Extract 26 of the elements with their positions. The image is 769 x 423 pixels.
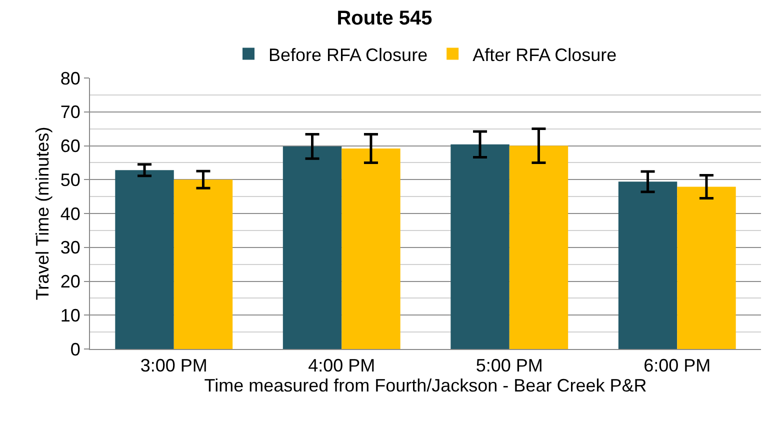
y-tick-label: 30 xyxy=(60,238,80,258)
y-tick-label: 50 xyxy=(60,170,80,190)
bar xyxy=(509,146,568,349)
y-axis-title: Travel Time (minutes) xyxy=(32,126,53,300)
legend-label: After RFA Closure xyxy=(472,44,617,65)
chart-title: Route 545 xyxy=(336,8,432,30)
x-tick-label: 4:00 PM xyxy=(308,356,376,376)
y-tick-label: 60 xyxy=(60,136,80,156)
bar xyxy=(618,182,678,349)
y-tick-label: 40 xyxy=(60,204,80,224)
y-tick-label: 20 xyxy=(60,272,80,292)
bar xyxy=(450,144,510,349)
y-tick-label: 0 xyxy=(70,339,80,360)
y-tick-label: 10 xyxy=(60,305,80,326)
x-axis-title: Time measured from Fourth/Jackson - Bear Creek P&R xyxy=(204,376,647,396)
bar xyxy=(342,148,400,349)
bar xyxy=(282,146,342,349)
x-tick-label: 5:00 PM xyxy=(476,356,543,376)
bar xyxy=(174,180,233,349)
x-tick-label: 6:00 PM xyxy=(644,356,711,376)
y-tick-label: 80 xyxy=(60,68,80,88)
bar xyxy=(115,170,174,349)
y-tick-label: 70 xyxy=(60,102,80,122)
bar xyxy=(677,186,736,349)
x-tick-label: 3:00 PM xyxy=(140,356,208,376)
legend-label: Before RFA Closure xyxy=(268,44,428,65)
